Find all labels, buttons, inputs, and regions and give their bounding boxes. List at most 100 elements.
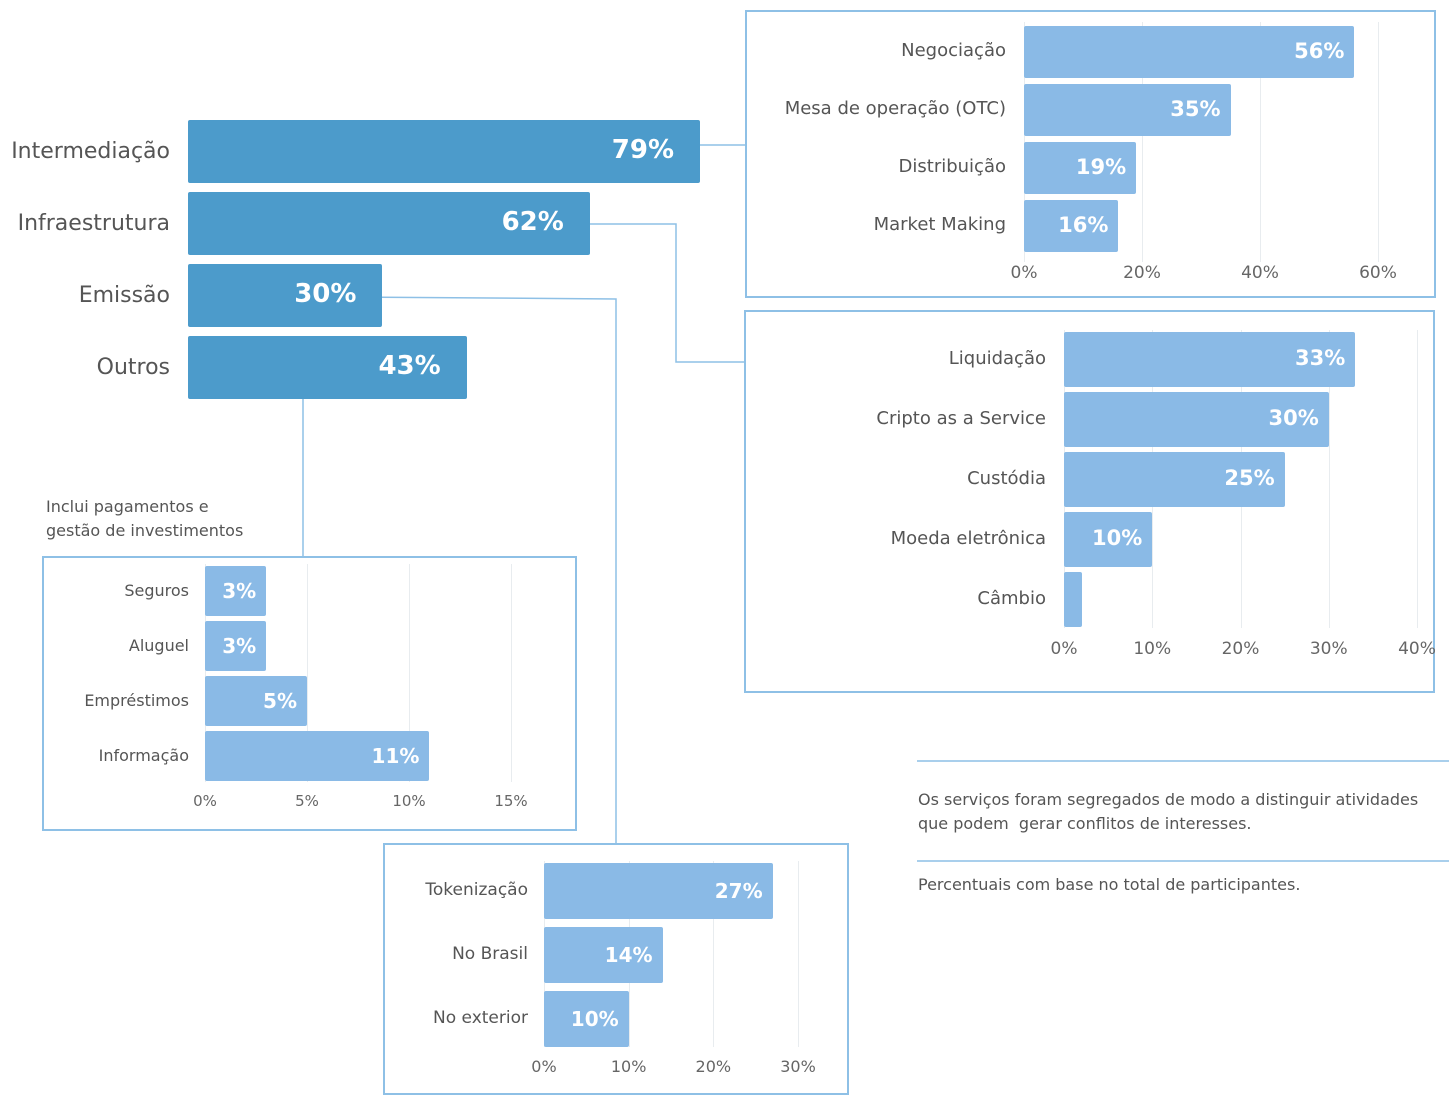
- bar: [1024, 142, 1137, 194]
- gridline: [798, 861, 799, 1047]
- bar-value: 19%: [1075, 154, 1127, 179]
- category-label: Câmbio: [977, 587, 1046, 609]
- bar-value: 30%: [1268, 406, 1319, 431]
- bar-value: 56%: [1294, 38, 1345, 63]
- bar: [205, 676, 307, 726]
- tick-label: 10%: [392, 792, 426, 810]
- bar-value: 11%: [371, 743, 420, 768]
- category-label: Distribuição: [898, 156, 1006, 178]
- main-bar-value: 79%: [611, 134, 674, 165]
- category-label: No exterior: [433, 1007, 528, 1028]
- bar: [544, 927, 663, 983]
- main-bar-label: Emissão: [78, 282, 170, 308]
- bar: [205, 566, 267, 616]
- category-label: Custódia: [967, 467, 1046, 489]
- main-bar-value: 62%: [501, 206, 564, 237]
- category-label: Negociação: [901, 40, 1006, 62]
- gridline: [1328, 330, 1330, 628]
- outros-note-line-2: gestão de investimentos: [46, 521, 244, 540]
- category-label: Empréstimos: [84, 690, 189, 710]
- main-bar-value: 30%: [294, 278, 357, 309]
- gridline: [205, 564, 206, 782]
- main-bar-label: Intermediação: [11, 138, 170, 164]
- category-label: Aluguel: [128, 635, 189, 655]
- gridline: [1417, 330, 1418, 628]
- outros-note: Inclui pagamentos e gestão de investimen…: [46, 495, 243, 543]
- tick-label: 20%: [1221, 639, 1260, 659]
- category-label: Mesa de operação (OTC): [784, 98, 1006, 120]
- note-rule-top: [917, 760, 1449, 762]
- bar: [544, 863, 773, 919]
- outros-note-line-1: Inclui pagamentos e: [46, 497, 209, 516]
- bar-value: 10%: [570, 1006, 619, 1031]
- gridline: [511, 564, 512, 782]
- connector-infraestrutura: [560, 223, 745, 363]
- bar-value: 16%: [1058, 212, 1109, 237]
- tick-label: 40%: [1398, 639, 1436, 659]
- main-bar-label: Infraestrutura: [17, 210, 170, 236]
- tick-label: 0%: [531, 1057, 557, 1076]
- category-label: Moeda eletrônica: [890, 527, 1046, 549]
- bar: [1024, 26, 1355, 78]
- category-label: No Brasil: [452, 943, 528, 964]
- bar: [1064, 332, 1356, 387]
- category-label: Cripto as a Service: [876, 407, 1046, 429]
- main-bar: [188, 192, 590, 255]
- main-bar: [188, 336, 467, 399]
- gridline: [409, 564, 410, 782]
- bar-value: 10%: [1091, 526, 1143, 551]
- tick-label: 40%: [1241, 263, 1279, 283]
- bar: [544, 991, 629, 1047]
- gridline: [1378, 22, 1379, 262]
- tick-label: 60%: [1359, 263, 1397, 283]
- bar-value: 14%: [604, 942, 653, 967]
- bar: [1064, 512, 1153, 567]
- category-label: Market Making: [873, 214, 1006, 236]
- panel-intermediacao: Negociação 56% Mesa de operação (OTC) 35% Di…: [745, 10, 1436, 298]
- gridline: [1260, 22, 1261, 262]
- bar-value: 35%: [1170, 96, 1221, 121]
- bar-value: 5%: [263, 688, 297, 713]
- note-percent-basis: Percentuais com base no total de partici…: [918, 875, 1301, 894]
- bar: [1024, 200, 1119, 252]
- tick-label: 0%: [1010, 263, 1038, 283]
- note-segregation-line-1: Os serviços foram segregados de modo a d…: [918, 790, 1419, 809]
- tick-label: 15%: [494, 792, 528, 810]
- panel-emissao: Tokenização 27% No Brasil 14% No exterior 10%…: [383, 843, 849, 1095]
- bar-value: 33%: [1294, 346, 1346, 371]
- bar: [205, 731, 430, 781]
- note-rule-middle: [917, 860, 1449, 862]
- panel-infraestrutura: Liquidação 33% Cripto as a Service 30% Custó…: [744, 310, 1436, 693]
- bar: [1064, 392, 1329, 447]
- category-label: Tokenização: [425, 879, 528, 900]
- tick-label: 20%: [695, 1057, 732, 1076]
- tick-label: 10%: [610, 1057, 647, 1076]
- bar-value: 27%: [714, 878, 763, 903]
- tick-label: 0%: [193, 792, 217, 810]
- tick-label: 0%: [1050, 639, 1078, 659]
- panel-outros: Seguros 3% Aluguel 3% Empréstimos 5% Informaçã…: [42, 556, 577, 831]
- bar: [205, 621, 267, 671]
- bar: [1064, 572, 1082, 627]
- gridline: [713, 861, 715, 1047]
- bar-value: 25%: [1224, 466, 1275, 491]
- bar: [1064, 452, 1285, 507]
- bar-value: 3%: [222, 633, 257, 658]
- category-label: Seguros: [124, 580, 189, 600]
- bar: [1024, 84, 1231, 136]
- bar-value: 3%: [222, 578, 257, 603]
- tick-label: 5%: [295, 792, 319, 810]
- connector-emissao: [354, 296, 617, 843]
- category-label: Informação: [98, 745, 189, 765]
- category-label: Liquidação: [948, 347, 1046, 369]
- gridline: [307, 564, 308, 782]
- tick-label: 30%: [1309, 639, 1348, 659]
- main-bar-label: Outros: [96, 354, 170, 380]
- main-bar: [188, 120, 700, 183]
- tick-label: 20%: [1123, 263, 1161, 283]
- gridline: [1142, 22, 1143, 262]
- main-bar: [188, 264, 383, 327]
- note-segregation: Os serviços foram segregados de modo a d…: [918, 788, 1418, 836]
- tick-label: 30%: [780, 1057, 816, 1076]
